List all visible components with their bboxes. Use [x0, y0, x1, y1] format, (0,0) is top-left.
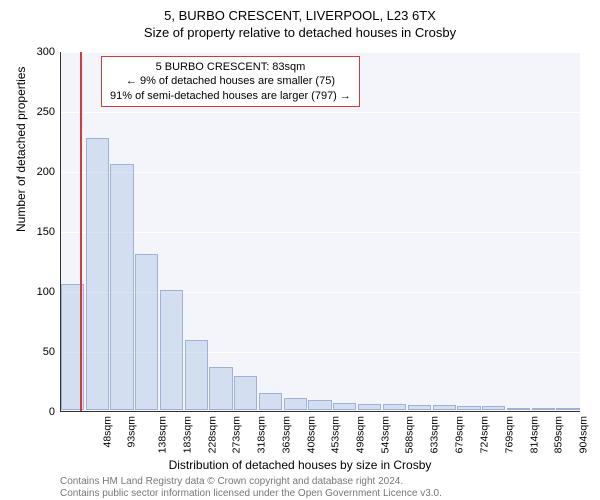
x-tick-label: 904sqm — [578, 416, 590, 453]
x-tick-label: 93sqm — [126, 416, 138, 448]
histogram-bar — [482, 406, 505, 410]
y-tick-label: 100 — [25, 286, 55, 298]
histogram-bar — [408, 405, 431, 410]
histogram-bar — [110, 164, 133, 410]
x-tick-label: 769sqm — [503, 416, 515, 453]
histogram-bar — [433, 405, 456, 410]
marker-line — [80, 52, 82, 411]
histogram-bar — [284, 398, 307, 410]
histogram-bar — [86, 138, 109, 410]
x-tick-label: 48sqm — [101, 416, 113, 448]
histogram-bar — [234, 376, 257, 410]
x-tick-label: 633sqm — [429, 416, 441, 453]
y-axis-label: Number of detached properties — [14, 67, 28, 232]
annotation-line1: 5 BURBO CRESCENT: 83sqm — [110, 60, 351, 74]
x-tick-label: 814sqm — [528, 416, 540, 453]
histogram-bar — [135, 254, 158, 410]
histogram-bar — [556, 408, 579, 410]
x-tick-label: 453sqm — [330, 416, 342, 453]
x-tick-label: 273sqm — [231, 416, 243, 453]
gridline — [61, 172, 580, 173]
x-tick-label: 363sqm — [280, 416, 292, 453]
histogram-bar — [308, 400, 331, 410]
x-tick-label: 588sqm — [404, 416, 416, 453]
annotation-line2: ← 9% of detached houses are smaller (75) — [110, 74, 351, 88]
histogram-bar — [259, 393, 282, 410]
histogram-bar — [160, 290, 183, 410]
x-tick-label: 228sqm — [206, 416, 218, 453]
chart-area: 05010015020025030048sqm93sqm138sqm183sqm… — [60, 52, 580, 412]
plot-area: 05010015020025030048sqm93sqm138sqm183sqm… — [60, 52, 580, 412]
histogram-bar — [358, 404, 381, 410]
x-tick-label: 183sqm — [181, 416, 193, 453]
chart-container: 5, BURBO CRESCENT, LIVERPOOL, L23 6TX Si… — [0, 0, 600, 500]
y-tick-label: 50 — [25, 346, 55, 358]
y-tick-label: 300 — [25, 46, 55, 58]
histogram-bar — [185, 340, 208, 410]
title-address: 5, BURBO CRESCENT, LIVERPOOL, L23 6TX — [0, 0, 600, 23]
histogram-bar — [507, 408, 530, 410]
histogram-bar — [457, 406, 480, 410]
x-tick-label: 318sqm — [255, 416, 267, 453]
x-tick-label: 498sqm — [354, 416, 366, 453]
histogram-bar — [532, 408, 555, 410]
gridline — [61, 52, 580, 53]
annotation-box: 5 BURBO CRESCENT: 83sqm← 9% of detached … — [101, 56, 360, 107]
x-tick-label: 138sqm — [156, 416, 168, 453]
x-tick-label: 543sqm — [379, 416, 391, 453]
x-tick-label: 859sqm — [553, 416, 565, 453]
x-tick-label: 679sqm — [454, 416, 466, 453]
histogram-bar — [209, 367, 232, 410]
y-tick-label: 150 — [25, 226, 55, 238]
title-subtitle: Size of property relative to detached ho… — [0, 23, 600, 40]
histogram-bar — [333, 403, 356, 410]
histogram-bar — [383, 404, 406, 410]
y-tick-label: 250 — [25, 106, 55, 118]
gridline — [61, 232, 580, 233]
x-tick-label: 724sqm — [479, 416, 491, 453]
x-tick-label: 408sqm — [305, 416, 317, 453]
footer-attribution: Contains HM Land Registry data © Crown c… — [60, 476, 442, 500]
x-axis-label: Distribution of detached houses by size … — [0, 458, 600, 472]
gridline — [61, 112, 580, 113]
annotation-line3: 91% of semi-detached houses are larger (… — [110, 89, 351, 103]
y-tick-label: 0 — [25, 406, 55, 418]
y-tick-label: 200 — [25, 166, 55, 178]
